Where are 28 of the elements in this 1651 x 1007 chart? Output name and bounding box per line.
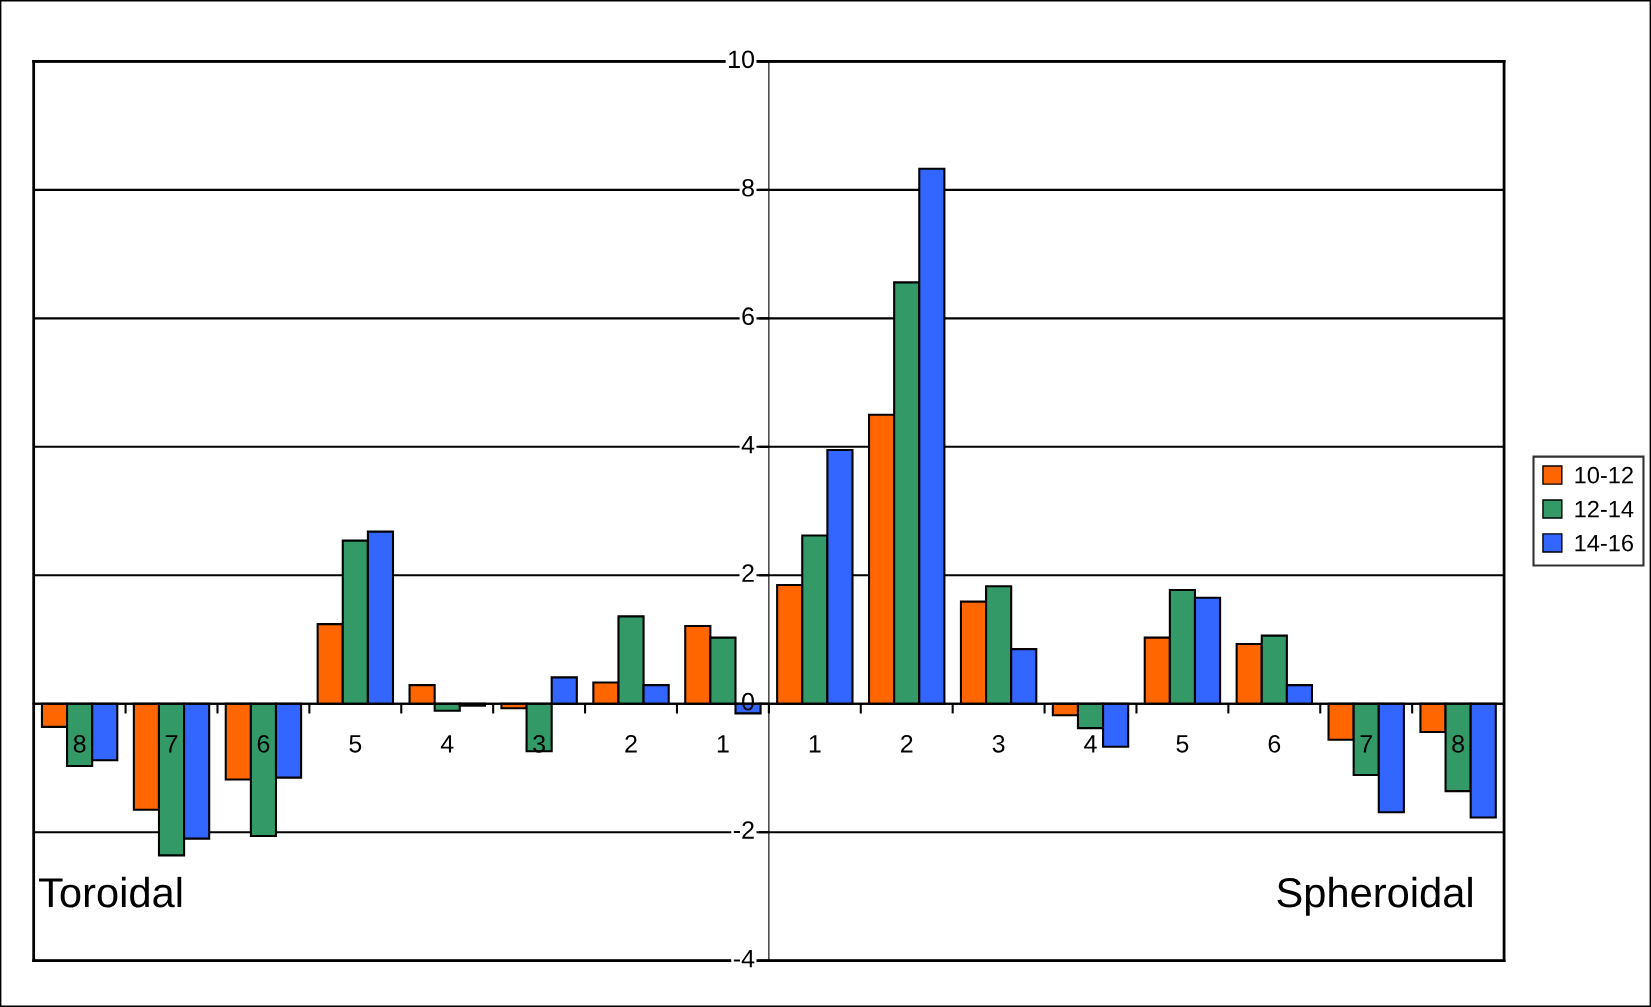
- x-tick-label: 2: [901, 734, 913, 753]
- y-tick-label: 6: [742, 307, 754, 326]
- x-tick-label: 6: [1268, 734, 1281, 753]
- x-tick-label: 5: [349, 735, 362, 753]
- x-tick-label: 1: [717, 735, 729, 753]
- y-tick-label: 0: [742, 692, 755, 711]
- x-tick-label: 1: [809, 735, 821, 753]
- x-tick-label: 2: [625, 734, 637, 753]
- x-tick-label: 5: [1176, 735, 1189, 753]
- x-tick-label: 3: [992, 734, 1005, 753]
- x-tick-label: 7: [1360, 735, 1372, 753]
- x-tick-label: 7: [165, 735, 178, 753]
- y-tick-label: 10: [729, 50, 755, 69]
- x-tick-label: 4: [1084, 735, 1097, 753]
- annotation: Toroidal: [39, 876, 182, 908]
- y-tick-label: -4: [733, 949, 755, 968]
- annotation: Spheroidal: [1277, 876, 1472, 916]
- y-tick-label: 8: [742, 178, 754, 197]
- x-tick-label: 4: [440, 735, 454, 753]
- y-tick-label: -2: [733, 821, 754, 839]
- legend-label: 12-14: [1575, 500, 1634, 518]
- legend-label: 10-12: [1575, 466, 1633, 484]
- x-tick-label: 8: [1452, 734, 1464, 753]
- y-tick-label: 2: [742, 564, 754, 582]
- x-tick-label: 6: [257, 734, 270, 753]
- legend-label: 14-16: [1575, 534, 1633, 552]
- x-tick-label: 8: [73, 734, 86, 753]
- y-tick-label: 4: [741, 436, 755, 454]
